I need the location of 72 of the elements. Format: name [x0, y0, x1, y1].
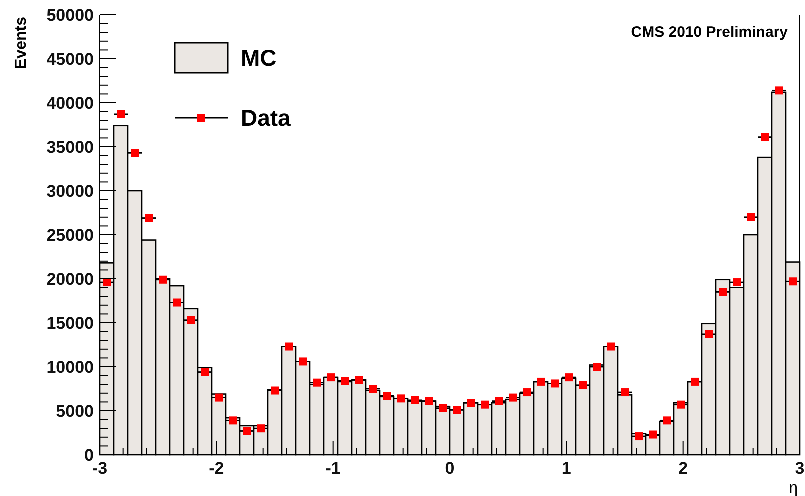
point — [341, 377, 349, 386]
point — [313, 378, 321, 387]
y-tick-label: 10000 — [46, 358, 94, 377]
x-tick-label: -1 — [326, 459, 341, 478]
y-tick-label: 25000 — [46, 226, 94, 245]
x-tick-label: -2 — [209, 459, 224, 478]
point — [677, 400, 685, 409]
point — [257, 424, 265, 433]
point — [579, 381, 587, 390]
point — [565, 374, 573, 382]
point — [299, 358, 307, 366]
point — [285, 342, 293, 351]
point — [775, 86, 783, 95]
point — [439, 404, 447, 412]
annotation: CMS 2010 Preliminary — [631, 24, 789, 41]
y-tick-label: 50000 — [46, 6, 94, 25]
point — [635, 432, 643, 441]
y-tick-label: 15000 — [46, 314, 94, 333]
point — [397, 394, 405, 403]
point — [117, 110, 125, 118]
point — [733, 278, 741, 287]
y-tick-label: 0 — [84, 446, 94, 465]
point — [537, 378, 545, 386]
y-tick-label: 35000 — [46, 138, 94, 157]
y-tick-label: 20000 — [46, 270, 94, 289]
point — [187, 316, 195, 324]
legend-label: Data — [241, 105, 292, 132]
legend-label: MC — [241, 45, 277, 72]
y-axis-title: Events — [13, 16, 30, 70]
x-tick-label: 3 — [795, 459, 805, 478]
point — [705, 330, 713, 338]
point — [621, 388, 629, 397]
point — [369, 385, 377, 393]
point — [663, 416, 671, 425]
x-tick-label: -3 — [92, 459, 108, 478]
point — [649, 430, 657, 439]
point — [355, 376, 363, 384]
point — [691, 378, 699, 386]
point — [425, 397, 433, 406]
point — [607, 342, 615, 351]
point — [201, 368, 209, 376]
y-tick-label: 45000 — [46, 50, 94, 69]
point — [481, 400, 489, 409]
point — [509, 394, 517, 402]
point — [789, 278, 797, 286]
x-axis-title: η — [789, 480, 798, 496]
point — [173, 298, 181, 307]
point — [467, 399, 475, 408]
point — [271, 386, 279, 395]
point — [719, 288, 727, 296]
point — [159, 276, 167, 284]
point — [243, 427, 251, 436]
y-tick-label: 30000 — [46, 182, 94, 201]
point — [523, 388, 531, 397]
x-tick-label: 1 — [562, 459, 572, 478]
point — [411, 396, 419, 404]
point — [761, 133, 769, 142]
point — [131, 149, 139, 158]
point — [215, 394, 223, 402]
point — [551, 380, 559, 388]
point — [229, 416, 237, 425]
point — [495, 397, 503, 406]
point — [747, 213, 755, 222]
point — [453, 406, 461, 414]
x-tick-label: 2 — [678, 459, 688, 478]
point — [327, 374, 335, 382]
point — [145, 214, 153, 222]
y-tick-label: 5000 — [56, 402, 94, 421]
x-tick-label: 0 — [445, 459, 455, 478]
point — [383, 392, 391, 400]
point — [593, 363, 601, 371]
y-tick-label: 40000 — [46, 94, 94, 113]
